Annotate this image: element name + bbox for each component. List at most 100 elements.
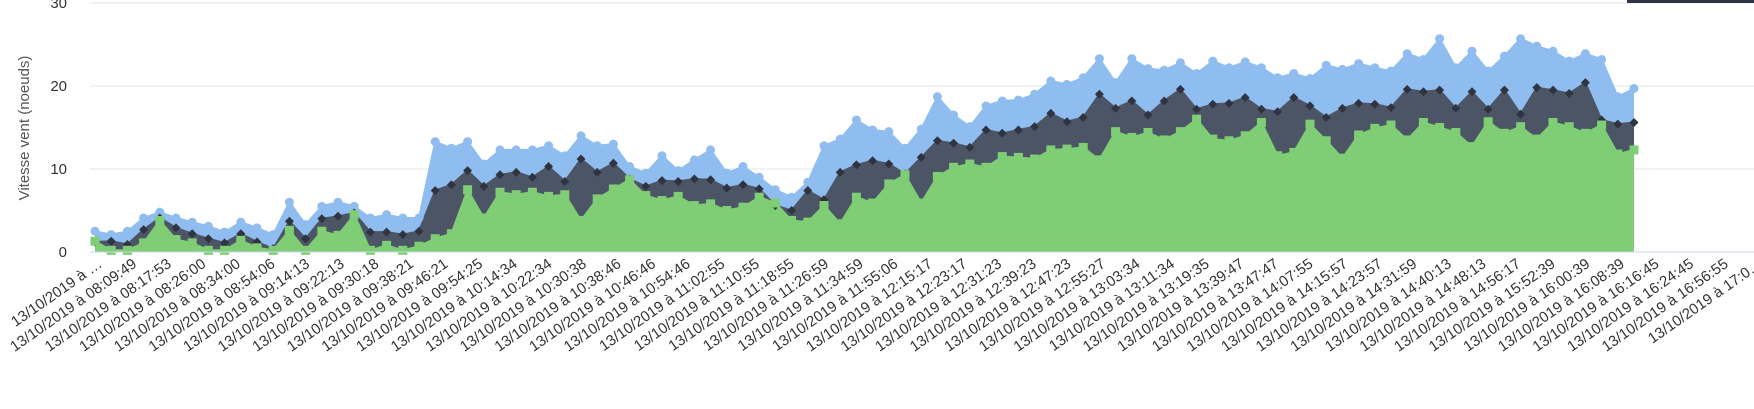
data-point-series-3 bbox=[1597, 120, 1607, 130]
data-point-series-2 bbox=[981, 125, 991, 135]
data-point-series-1 bbox=[754, 172, 764, 182]
data-point-series-3 bbox=[365, 245, 375, 255]
data-point-series-3 bbox=[576, 215, 586, 225]
data-point-series-3 bbox=[1030, 154, 1040, 164]
data-point-series-1 bbox=[1321, 60, 1331, 70]
data-point-series-1 bbox=[171, 213, 181, 223]
data-point-series-1 bbox=[868, 125, 878, 135]
data-point-series-1 bbox=[997, 96, 1007, 106]
data-point-series-3 bbox=[1483, 117, 1493, 127]
data-point-series-2 bbox=[1127, 96, 1137, 106]
data-point-series-2 bbox=[284, 216, 294, 226]
data-point-series-3 bbox=[819, 201, 829, 211]
data-point-series-2 bbox=[738, 180, 748, 190]
data-point-series-2 bbox=[1451, 103, 1461, 113]
data-point-series-1 bbox=[1078, 73, 1088, 83]
data-point-series-2 bbox=[1208, 99, 1218, 109]
data-point-series-2 bbox=[965, 142, 975, 152]
data-point-series-3 bbox=[1402, 135, 1412, 145]
data-point-series-3 bbox=[479, 213, 489, 223]
data-point-series-3 bbox=[317, 226, 327, 236]
data-point-series-1 bbox=[414, 213, 424, 223]
data-point-series-1 bbox=[1467, 46, 1477, 56]
data-point-series-1 bbox=[1370, 63, 1380, 73]
data-point-series-3 bbox=[657, 196, 667, 206]
y-tick-label: 0 bbox=[59, 244, 67, 261]
data-point-series-3 bbox=[1224, 136, 1234, 146]
data-point-series-3 bbox=[949, 162, 959, 172]
data-point-series-3 bbox=[689, 201, 699, 211]
data-point-series-1 bbox=[949, 110, 959, 120]
data-point-series-3 bbox=[430, 234, 440, 244]
data-point-series-2 bbox=[997, 128, 1007, 138]
data-point-series-3 bbox=[414, 241, 424, 251]
data-point-series-3 bbox=[495, 187, 505, 197]
data-point-series-2 bbox=[333, 211, 343, 221]
data-point-series-2 bbox=[1192, 104, 1202, 114]
data-point-series-1 bbox=[301, 220, 311, 230]
data-point-series-3 bbox=[1305, 119, 1315, 129]
data-point-series-1 bbox=[1013, 95, 1023, 105]
data-point-series-1 bbox=[592, 141, 602, 151]
data-point-series-3 bbox=[641, 191, 651, 201]
data-point-series-1 bbox=[122, 226, 132, 236]
data-point-series-1 bbox=[1030, 89, 1040, 99]
data-point-series-1 bbox=[220, 227, 230, 237]
data-point-series-3 bbox=[1175, 127, 1185, 137]
data-point-series-1 bbox=[1613, 92, 1623, 102]
data-point-series-2 bbox=[1402, 84, 1412, 94]
data-point-series-3 bbox=[122, 245, 132, 255]
data-point-series-3 bbox=[916, 198, 926, 208]
data-point-series-2 bbox=[1418, 87, 1428, 97]
data-point-series-2 bbox=[1532, 83, 1542, 93]
data-point-series-2 bbox=[479, 181, 489, 191]
data-point-series-3 bbox=[106, 245, 116, 255]
data-point-series-1 bbox=[1175, 58, 1185, 68]
data-point-series-1 bbox=[1402, 49, 1412, 59]
data-point-series-2 bbox=[1289, 93, 1299, 103]
data-point-series-2 bbox=[106, 236, 116, 246]
data-point-series-3 bbox=[900, 170, 910, 180]
data-point-series-2 bbox=[365, 227, 375, 237]
data-point-series-2 bbox=[1143, 110, 1153, 120]
data-point-series-1 bbox=[1516, 34, 1526, 44]
data-point-series-1 bbox=[463, 137, 473, 147]
data-point-series-3 bbox=[981, 162, 991, 172]
data-point-series-3 bbox=[770, 198, 780, 208]
data-point-series-3 bbox=[754, 192, 764, 202]
data-point-series-2 bbox=[1111, 103, 1121, 113]
data-point-series-3 bbox=[608, 184, 618, 194]
data-point-series-1 bbox=[1580, 49, 1590, 59]
data-point-series-2 bbox=[560, 176, 570, 186]
data-point-series-3 bbox=[673, 191, 683, 201]
data-point-series-2 bbox=[835, 167, 845, 177]
data-point-series-1 bbox=[1127, 54, 1137, 64]
data-point-series-3 bbox=[1629, 145, 1639, 155]
data-point-series-2 bbox=[1159, 96, 1169, 106]
data-point-series-3 bbox=[187, 238, 197, 248]
data-point-series-3 bbox=[236, 235, 246, 245]
data-point-series-2 bbox=[868, 156, 878, 166]
data-point-series-2 bbox=[463, 166, 473, 176]
data-point-series-1 bbox=[1094, 54, 1104, 64]
data-point-series-3 bbox=[1532, 134, 1542, 144]
data-point-series-1 bbox=[1451, 63, 1461, 73]
data-point-series-2 bbox=[1483, 104, 1493, 114]
data-point-series-3 bbox=[1094, 155, 1104, 165]
data-point-series-2 bbox=[1321, 113, 1331, 123]
data-point-series-2 bbox=[1564, 88, 1574, 98]
data-point-series-1 bbox=[1240, 57, 1250, 67]
data-point-series-2 bbox=[1094, 89, 1104, 99]
data-point-series-1 bbox=[981, 101, 991, 111]
data-point-series-2 bbox=[1435, 85, 1445, 95]
data-point-series-3 bbox=[835, 219, 845, 229]
data-point-series-1 bbox=[317, 201, 327, 211]
data-point-series-3 bbox=[463, 185, 473, 195]
data-point-series-2 bbox=[722, 183, 732, 193]
data-point-series-2 bbox=[301, 234, 311, 244]
data-point-series-3 bbox=[1386, 120, 1396, 130]
data-point-series-3 bbox=[203, 245, 213, 255]
data-point-series-2 bbox=[884, 159, 894, 169]
data-point-series-1 bbox=[1532, 41, 1542, 51]
